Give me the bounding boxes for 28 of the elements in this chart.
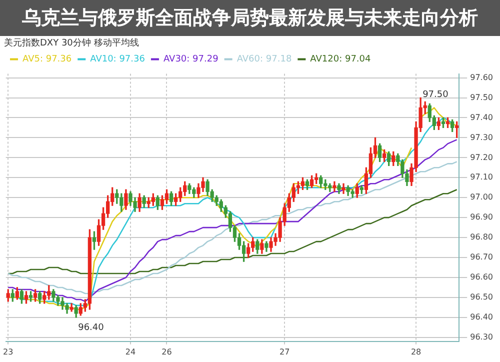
legend-label: AV120: 97.04	[310, 54, 372, 65]
y-tick-label: 97.50	[470, 92, 494, 102]
y-tick-label: 97.40	[470, 112, 494, 122]
annotation: 97.50	[422, 90, 449, 100]
y-tick-label: 96.30	[470, 332, 494, 342]
y-tick-label: 96.90	[470, 212, 494, 222]
legend-label: AV10: 97.36	[90, 54, 146, 65]
x-tick-label: 28	[410, 347, 422, 356]
x-tick-label: 23	[3, 347, 14, 356]
x-tick-label: 26	[162, 347, 172, 356]
y-tick-label: 97.20	[470, 152, 494, 162]
legend-label: AV5: 97.36	[22, 54, 72, 65]
x-tick-label: 24	[125, 347, 136, 356]
annotation: 96.40	[78, 322, 104, 333]
y-tick-label: 97.60	[470, 72, 494, 82]
legend-label: AV30: 97.29	[163, 54, 219, 65]
legend-label: AV60: 97.18	[236, 54, 292, 65]
y-tick-label: 97.30	[470, 132, 494, 142]
y-tick-label: 96.60	[470, 272, 494, 282]
y-tick-label: 96.40	[470, 312, 494, 322]
y-tick-label: 97.00	[470, 192, 494, 202]
y-tick-label: 96.70	[470, 252, 494, 262]
chart-subtitle: 美元指数DXY 30分钟 移动平均线	[4, 38, 139, 49]
y-tick-label: 97.10	[470, 172, 494, 182]
y-tick-label: 96.80	[470, 232, 494, 242]
chart-title: 乌克兰与俄罗斯全面战争局势最新发展与未来走向分析	[0, 0, 500, 36]
y-tick-label: 96.50	[470, 292, 494, 302]
x-tick-label: 27	[280, 347, 290, 356]
